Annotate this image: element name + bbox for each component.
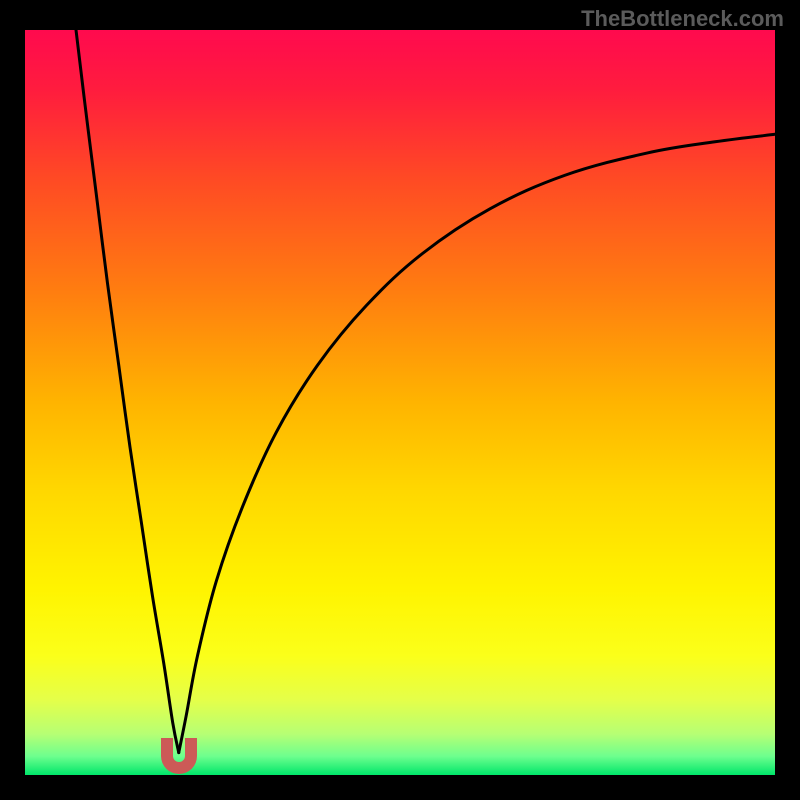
plot-area [25,30,775,775]
cusp-marker [161,738,197,774]
gradient-background [25,30,775,775]
plot-svg [25,30,775,775]
watermark-text: TheBottleneck.com [581,6,784,32]
chart-root: TheBottleneck.com [0,0,800,800]
